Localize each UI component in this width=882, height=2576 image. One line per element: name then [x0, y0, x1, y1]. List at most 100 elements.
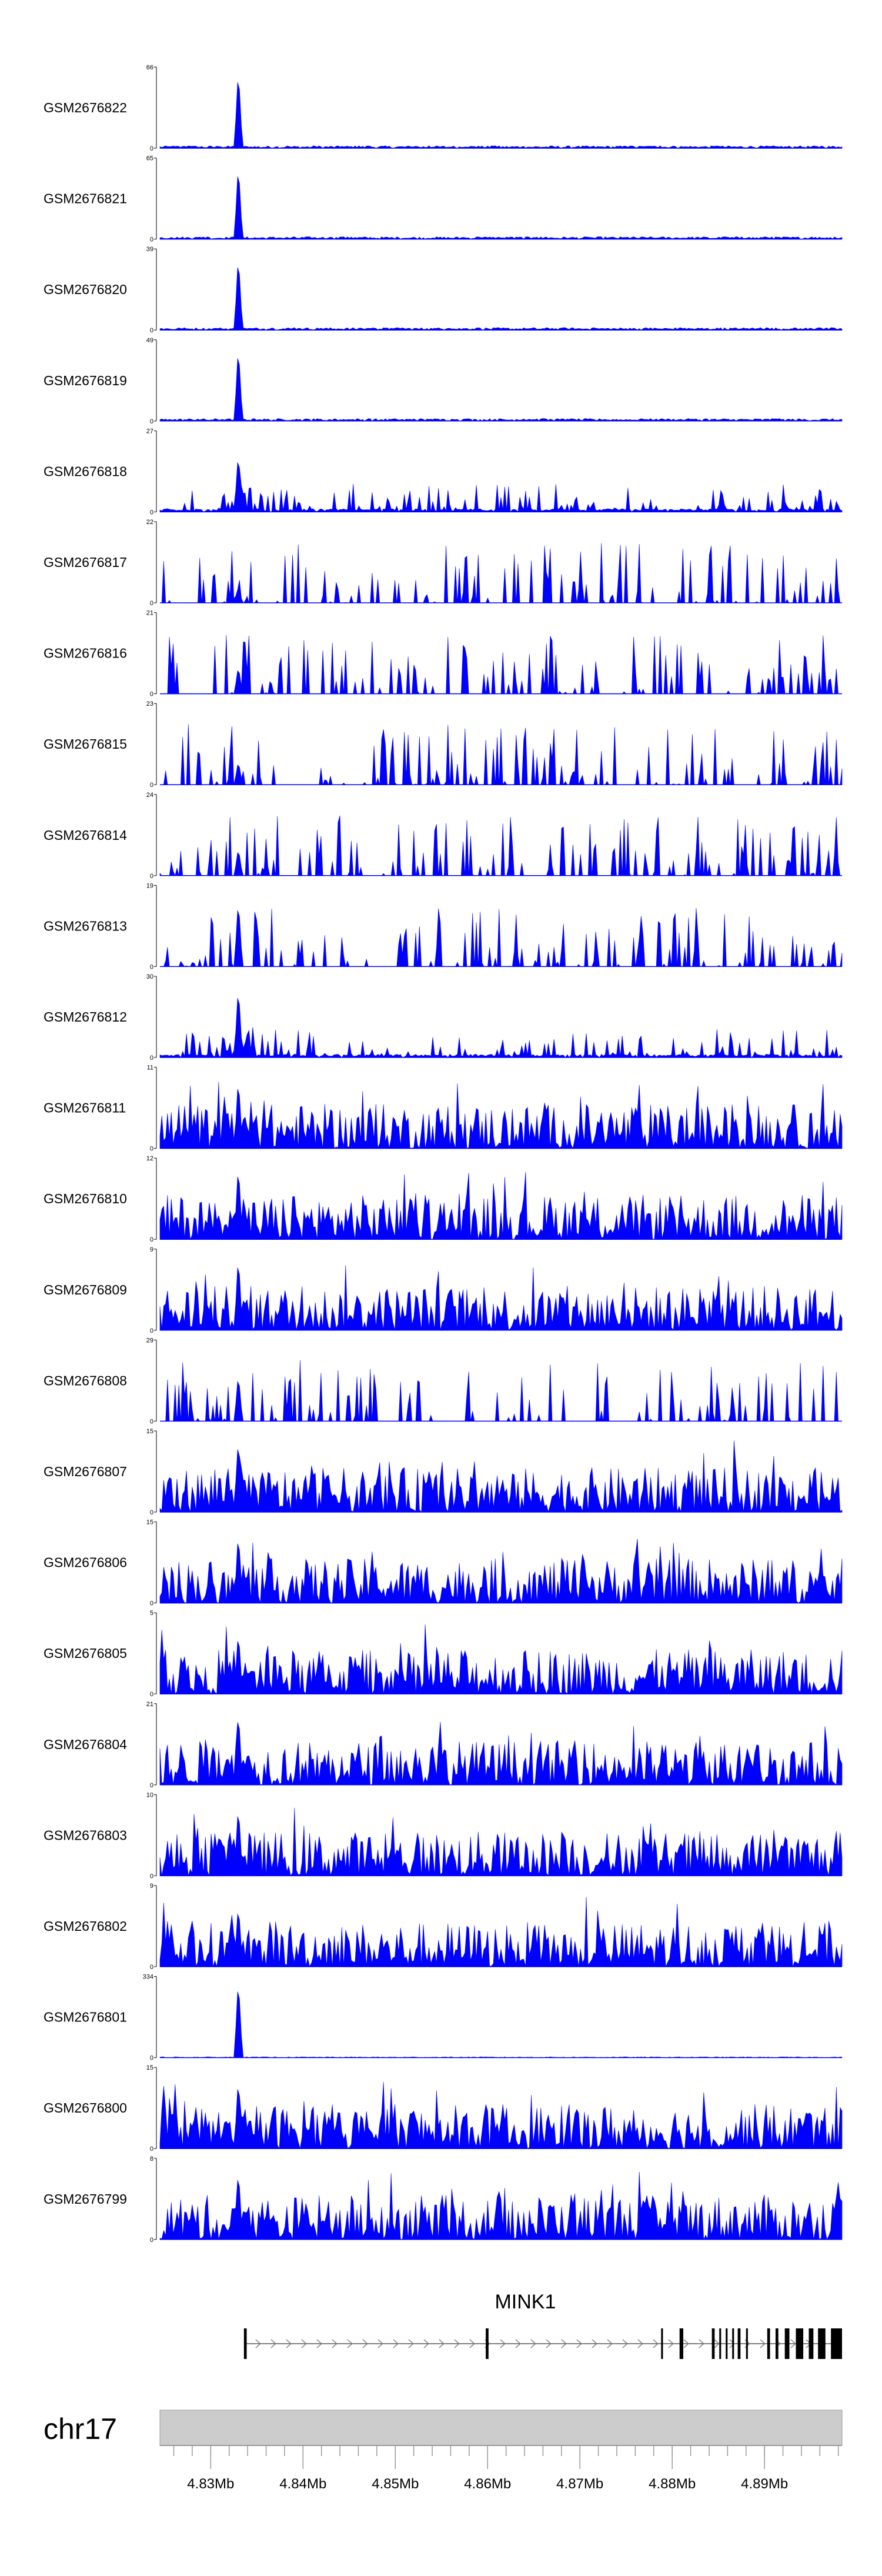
- track-GSM2676802: GSM2676802 9 0: [44, 1883, 843, 1971]
- exon: [746, 2328, 748, 2359]
- y-max-label: 11: [147, 1065, 153, 1072]
- exon: [808, 2328, 814, 2359]
- y-max-label: 15: [146, 2064, 153, 2071]
- x-tick-label: 4.84Mb: [279, 2476, 326, 2492]
- sample-label: GSM2676802: [44, 1918, 127, 1934]
- x-tick-label: 4.85Mb: [372, 2476, 419, 2492]
- y-max-label: 9: [150, 1883, 153, 1890]
- sample-label: GSM2676805: [44, 1646, 127, 1661]
- strand-arrow: [270, 2339, 276, 2348]
- strand-arrow: [546, 2339, 552, 2348]
- track-GSM2676819: GSM2676819 49 0: [44, 337, 843, 425]
- y-max-label: 9: [150, 1246, 153, 1253]
- y-zero-label: 0: [150, 509, 153, 516]
- y-max-label: 65: [146, 155, 153, 162]
- coverage-area: [159, 2171, 843, 2240]
- strand-arrow: [439, 2339, 445, 2348]
- track-GSM2676816: GSM2676816 21 0: [44, 610, 842, 698]
- exon: [784, 2328, 790, 2359]
- coverage-area: [159, 1440, 843, 1513]
- y-max-label: 334: [143, 1974, 153, 1981]
- coverage-area: [159, 1991, 843, 2058]
- track-GSM2676812: GSM2676812 30 0: [44, 973, 843, 1062]
- x-tick-label: 4.88Mb: [649, 2476, 696, 2492]
- y-zero-label: 0: [150, 2055, 153, 2062]
- y-zero-label: 0: [150, 1236, 153, 1243]
- sample-label: GSM2676806: [44, 1555, 127, 1570]
- y-max-label: 15: [146, 1428, 153, 1435]
- exon: [818, 2328, 826, 2359]
- y-zero-label: 0: [150, 1509, 153, 1516]
- x-tick-label: 4.87Mb: [556, 2476, 603, 2492]
- y-zero-label: 0: [150, 1873, 153, 1880]
- strand-arrow: [592, 2339, 597, 2348]
- coverage-area: [159, 1082, 843, 1149]
- strand-arrow: [454, 2339, 460, 2348]
- y-max-label: 5: [150, 1610, 153, 1617]
- y-max-label: 21: [146, 1701, 153, 1708]
- track-GSM2676801: GSM2676801 334 0: [44, 1974, 843, 2062]
- coverage-area: [159, 815, 842, 876]
- y-max-label: 27: [146, 428, 153, 435]
- chromosome-ideogram: chr17: [44, 2410, 843, 2446]
- coverage-area: [160, 543, 842, 604]
- y-max-label: 39: [146, 246, 153, 253]
- strand-arrow: [515, 2339, 521, 2348]
- strand-arrow: [576, 2339, 582, 2348]
- y-max-label: 15: [146, 1519, 153, 1526]
- exon: [767, 2328, 770, 2359]
- strand-arrow: [286, 2339, 292, 2348]
- strand-arrow: [347, 2339, 353, 2348]
- coverage-area: [159, 267, 843, 331]
- sample-label: GSM2676819: [44, 373, 127, 388]
- x-tick-label: 4.89Mb: [741, 2476, 788, 2492]
- strand-arrow: [301, 2339, 307, 2348]
- y-zero-label: 0: [150, 1327, 153, 1334]
- exon: [661, 2328, 663, 2359]
- track-GSM2676809: GSM2676809 9 0: [44, 1246, 843, 1334]
- strand-arrow: [423, 2339, 429, 2348]
- y-max-label: 49: [146, 337, 153, 344]
- y-zero-label: 0: [150, 1146, 153, 1153]
- track-GSM2676804: GSM2676804 21 0: [44, 1701, 843, 1789]
- y-zero-label: 0: [150, 1600, 153, 1607]
- strand-arrow: [607, 2339, 613, 2348]
- chromosome-label: chr17: [44, 2413, 117, 2445]
- sample-label: GSM2676807: [44, 1464, 127, 1479]
- sample-label: GSM2676815: [44, 736, 127, 752]
- y-zero-label: 0: [150, 600, 153, 607]
- sample-label: GSM2676822: [44, 100, 127, 115]
- genomic-axis: 4.83Mb 4.84Mb 4.85Mb 4.86Mb 4.87Mb 4.88Mb 4.89…: [160, 2445, 842, 2492]
- sample-label: GSM2676808: [44, 1373, 127, 1388]
- exon: [796, 2328, 804, 2359]
- strand-arrow: [561, 2339, 567, 2348]
- track-GSM2676808: GSM2676808 29 0: [44, 1337, 842, 1425]
- exon: [679, 2328, 684, 2359]
- strand-arrow: [316, 2339, 322, 2348]
- track-GSM2676813: GSM2676813 19 0: [44, 882, 843, 970]
- y-max-label: 23: [146, 700, 153, 708]
- coverage-area: [159, 1624, 843, 1695]
- strand-arrow: [408, 2339, 414, 2348]
- track-GSM2676799: GSM2676799 8 0: [44, 2155, 843, 2244]
- track-GSM2676806: GSM2676806 15 0: [44, 1519, 843, 1607]
- sample-label: GSM2676820: [44, 282, 127, 297]
- strand-arrow: [714, 2339, 720, 2348]
- y-zero-label: 0: [150, 1418, 153, 1425]
- track-GSM2676803: GSM2676803 10 0: [44, 1791, 843, 1880]
- gene-name-label: MINK1: [495, 2291, 556, 2313]
- coverage-area: [159, 82, 843, 149]
- sample-label: GSM2676814: [44, 827, 127, 843]
- track-GSM2676818: GSM2676818 27 0: [44, 428, 843, 516]
- coverage-area: [160, 907, 843, 967]
- track-GSM2676811: GSM2676811 11 0: [44, 1065, 843, 1153]
- exon: [719, 2328, 721, 2359]
- ideogram-band: [159, 2410, 843, 2446]
- strand-arrow: [255, 2339, 261, 2348]
- track-GSM2676820: GSM2676820 39 0: [44, 246, 843, 334]
- strand-arrow: [790, 2339, 796, 2348]
- sample-label: GSM2676799: [44, 2191, 127, 2207]
- strand-arrow: [332, 2339, 338, 2348]
- gene-model-track: MINK1: [243, 2291, 842, 2359]
- coverage-tracks: GSM2676822660GSM2676821650GSM2676820390G…: [44, 64, 843, 2244]
